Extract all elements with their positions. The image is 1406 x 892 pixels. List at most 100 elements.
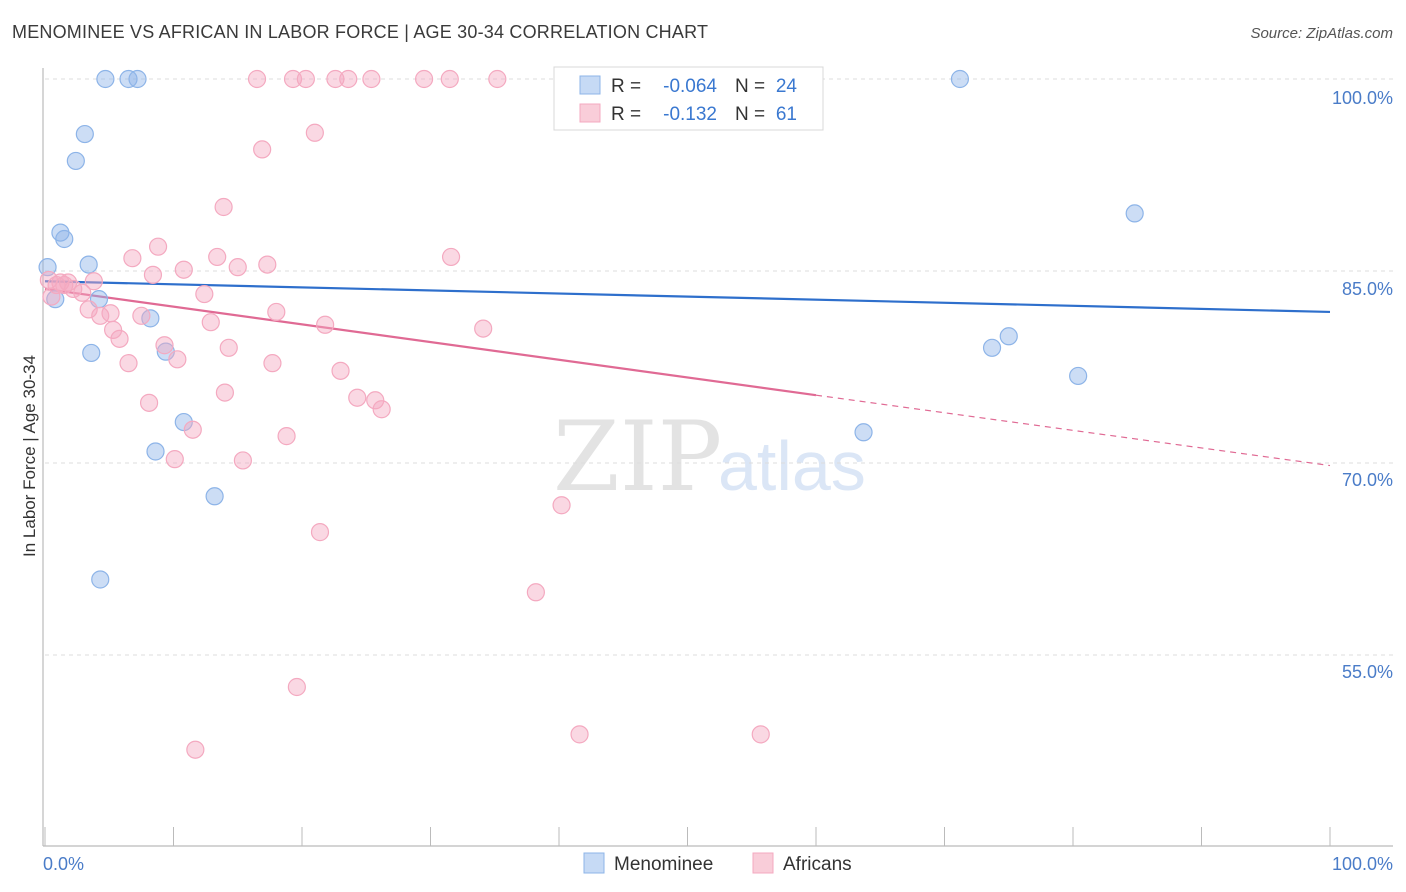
africans-n-value: 61 [776,104,797,125]
africans-legend-swatch [752,852,774,874]
africans-trend-extension [815,394,1331,467]
africans-point [287,677,306,697]
africans-point [310,523,330,542]
menominee-point [205,487,224,506]
africans-point [258,255,277,274]
menominee-n-value: 24 [776,76,798,97]
africans-point [474,319,493,338]
menominee-point [82,343,101,363]
menominee-legend-label: Menominee [614,854,713,875]
africans-point [372,400,391,419]
africans-point [526,583,545,602]
africans-point [305,123,324,142]
menominee-point [96,69,115,89]
africans-point [110,329,129,348]
menominee-point [950,69,970,89]
y-axis-label: In Labor Force | Age 30-34 [20,355,39,557]
africans-point [123,249,142,268]
africans-swatch [579,103,601,123]
x-tick-label-right: 100.0% [1332,854,1393,874]
africans-point [201,313,220,332]
menominee-trend-line [44,280,1331,314]
africans-point [348,388,367,407]
africans-point [441,247,461,267]
trend-lines [44,280,1331,467]
africans-point [414,69,434,89]
menominee-point [75,124,94,144]
menominee-point [66,151,85,171]
menominee-point [146,442,165,461]
africans-point [296,69,315,89]
menominee-point [1069,366,1088,386]
africans-point [214,197,233,217]
africans-point [552,496,571,515]
r-label: R = [611,76,641,97]
axes [42,68,1393,847]
africans-point [148,237,168,256]
y-tick-label: 70.0% [1342,470,1393,490]
africans-point [165,450,184,469]
africans-point [267,302,286,322]
africans-point [101,304,120,323]
series-legend: Menominee Africans [583,852,852,875]
africans-point [228,258,247,277]
africans-point [253,140,272,159]
africans-point [168,350,187,369]
menominee-point [79,255,98,274]
menominee-point [55,229,74,249]
africans-legend-label: Africans [783,854,852,875]
y-tick-label: 85.0% [1342,279,1393,299]
y-tick-labels: 100.0% 85.0% 70.0% 55.0% [1332,88,1393,682]
africans-point [119,354,138,373]
africans-point [263,354,282,373]
africans-point [283,69,303,89]
menominee-point [982,338,1002,357]
stats-legend: R = -0.064 N = 24 R = -0.132 N = 61 [553,66,824,131]
n-label: N = [735,104,765,125]
menominee-point [1125,204,1144,223]
africans-trend-line [44,287,817,397]
africans-point [155,336,174,355]
watermark-zip: ZIP [553,401,722,513]
watermark: ZIP atlas [553,401,866,513]
africans-point [339,69,358,89]
africans-point [219,338,238,357]
africans-point [331,361,350,380]
africans-point [143,265,163,284]
africans-point [277,427,296,446]
africans-point [139,393,159,412]
menominee-r-value: -0.064 [663,76,717,97]
africans-point [174,260,193,279]
menominee-point [128,69,147,89]
africans-point [64,279,83,299]
menominee-swatch [579,75,601,95]
africans-point [42,287,61,306]
watermark-atlas: atlas [718,427,866,505]
x-tick-label-left: 0.0% [43,854,84,874]
africans-point [362,69,381,89]
chart-source: Source: ZipAtlas.com [1250,25,1393,42]
africans-point [183,420,202,439]
africans-point [751,725,770,744]
menominee-point [854,423,873,442]
africans-point [326,69,345,89]
r-label: R = [611,104,641,125]
africans-point [208,247,227,267]
africans-point [247,69,267,89]
africans-point [366,391,385,410]
menominee-point [91,570,110,589]
africans-point [84,272,103,291]
y-tick-label: 55.0% [1342,662,1393,682]
menominee-legend-swatch [583,852,605,874]
africans-point [73,283,92,302]
menominee-point [999,327,1018,346]
africans-point [132,306,151,325]
africans-point [195,284,214,304]
africans-point [440,69,459,89]
grid [45,78,1393,656]
africans-point [233,451,252,470]
africans-point [79,300,98,319]
africans-point [215,383,234,402]
y-tick-label: 100.0% [1332,88,1393,108]
